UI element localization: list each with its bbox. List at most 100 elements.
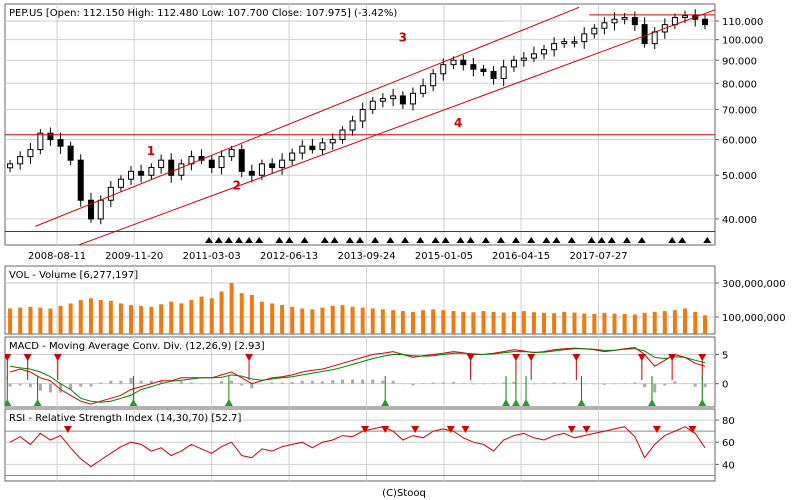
volume-bar-54 xyxy=(552,313,557,334)
volume-bar-33 xyxy=(340,305,345,334)
volume-bar-15 xyxy=(159,304,164,334)
candle-body-8 xyxy=(87,199,94,220)
macd-hist-bar-15 xyxy=(159,380,163,384)
macd-hist-bar-46 xyxy=(471,383,475,385)
macd-hist-bar-23 xyxy=(240,383,244,386)
signal-marker-6 xyxy=(275,237,284,243)
macd-hist-bar-17 xyxy=(179,381,183,384)
macd-sell-marker-2 xyxy=(53,354,62,361)
macd-sell-marker-1 xyxy=(23,354,32,361)
macd-buy-marker-5 xyxy=(502,399,511,406)
price-tick-label-0: 40.000 xyxy=(722,215,757,226)
volume-bar-47 xyxy=(481,311,486,334)
macd-hist-bar-58 xyxy=(592,383,596,385)
macd-hist-bar-2 xyxy=(28,383,32,388)
signal-marker-9 xyxy=(320,237,329,243)
volume-bar-7 xyxy=(78,300,83,334)
signal-marker-28 xyxy=(587,237,596,243)
macd-hist-bar-14 xyxy=(149,380,153,384)
volume-bar-8 xyxy=(88,298,93,334)
volume-bar-60 xyxy=(612,313,617,334)
candle-body-48 xyxy=(490,70,497,79)
candle-body-20 xyxy=(208,159,215,169)
macd-hist-bar-16 xyxy=(169,383,173,384)
volume-bar-68 xyxy=(693,311,698,334)
candle-body-69 xyxy=(702,18,709,26)
macd-hist-bar-60 xyxy=(613,383,617,385)
volume-bar-29 xyxy=(300,308,305,334)
price-tick-label-2: 60.000 xyxy=(722,136,757,147)
rsi-marker-0 xyxy=(63,426,72,433)
candle-body-3 xyxy=(37,132,44,151)
macd-buy-marker-6 xyxy=(511,399,520,406)
macd-sell-marker-8 xyxy=(637,354,646,361)
macd-hist-bar-49 xyxy=(502,382,506,384)
annotation-4: 4 xyxy=(454,116,462,130)
candle-body-24 xyxy=(248,170,255,176)
macd-hist-bar-6 xyxy=(69,383,73,390)
volume-bar-36 xyxy=(370,308,375,334)
signal-marker-33 xyxy=(668,237,677,243)
signal-marker-11 xyxy=(345,237,354,243)
macd-hist-bar-47 xyxy=(481,383,485,385)
candle-body-61 xyxy=(621,16,628,20)
macd-panel xyxy=(4,336,716,408)
macd-hist-bar-69 xyxy=(703,383,707,388)
candle-body-7 xyxy=(77,159,84,201)
macd-hist-bar-1 xyxy=(18,383,22,386)
volume-bar-16 xyxy=(169,301,174,334)
volume-bar-59 xyxy=(602,312,607,334)
signal-marker-25 xyxy=(542,237,551,243)
candle-body-44 xyxy=(450,59,457,66)
rsi-header: RSI - Relative Strength Index (14,30,70)… xyxy=(9,413,242,424)
volume-bar-10 xyxy=(108,300,113,334)
candle-body-30 xyxy=(309,145,316,151)
macd-sell-marker-10 xyxy=(698,354,707,361)
candle-body-37 xyxy=(379,98,386,102)
macd-hist-bar-0 xyxy=(8,383,12,387)
macd-buy-marker-0 xyxy=(5,399,12,406)
volume-bar-50 xyxy=(511,311,516,334)
candle-body-16 xyxy=(168,159,175,176)
macd-buy-marker-3 xyxy=(224,399,233,406)
annotation-3: 3 xyxy=(399,31,407,45)
candle-body-31 xyxy=(319,142,326,151)
signal-marker-27 xyxy=(567,237,576,243)
macd-hist-bar-44 xyxy=(452,381,456,384)
candle-body-67 xyxy=(681,15,688,18)
macd-hist-bar-20 xyxy=(210,383,214,385)
signal-marker-12 xyxy=(355,237,364,243)
candle-body-62 xyxy=(631,16,638,26)
macd-hist-bar-31 xyxy=(320,381,324,384)
macd-sell-marker-4 xyxy=(466,354,475,361)
candle-body-63 xyxy=(641,24,648,45)
candle-body-23 xyxy=(238,149,245,172)
macd-hist-bar-48 xyxy=(492,383,496,384)
macd-header: MACD - Moving Average Conv. Div. (12,26,… xyxy=(9,341,265,352)
signal-marker-2 xyxy=(224,237,233,243)
signal-marker-22 xyxy=(496,237,505,243)
candle-body-13 xyxy=(138,170,145,176)
macd-hist-bar-34 xyxy=(351,379,355,384)
volume-bar-51 xyxy=(521,311,526,334)
macd-sell-marker-6 xyxy=(527,354,536,361)
macd-hist-bar-11 xyxy=(119,380,123,384)
macd-hist-bar-52 xyxy=(532,383,536,385)
macd-hist-bar-57 xyxy=(582,383,586,385)
volume-bar-5 xyxy=(58,305,63,334)
volume-bar-49 xyxy=(501,312,506,334)
volume-bar-45 xyxy=(461,311,466,334)
volume-bar-11 xyxy=(118,303,123,334)
candle-body-42 xyxy=(430,73,437,87)
volume-bar-28 xyxy=(290,306,295,334)
macd-hist-bar-56 xyxy=(572,383,576,384)
volume-bar-2 xyxy=(28,306,33,334)
volume-bar-4 xyxy=(48,308,53,334)
candle-body-4 xyxy=(47,132,54,141)
macd-hist-bar-62 xyxy=(633,382,637,384)
candle-body-2 xyxy=(27,149,34,158)
macd-hist-bar-8 xyxy=(89,383,93,387)
macd-buy-marker-10 xyxy=(698,399,707,406)
signal-marker-19 xyxy=(456,237,465,243)
volume-bar-61 xyxy=(622,313,627,334)
